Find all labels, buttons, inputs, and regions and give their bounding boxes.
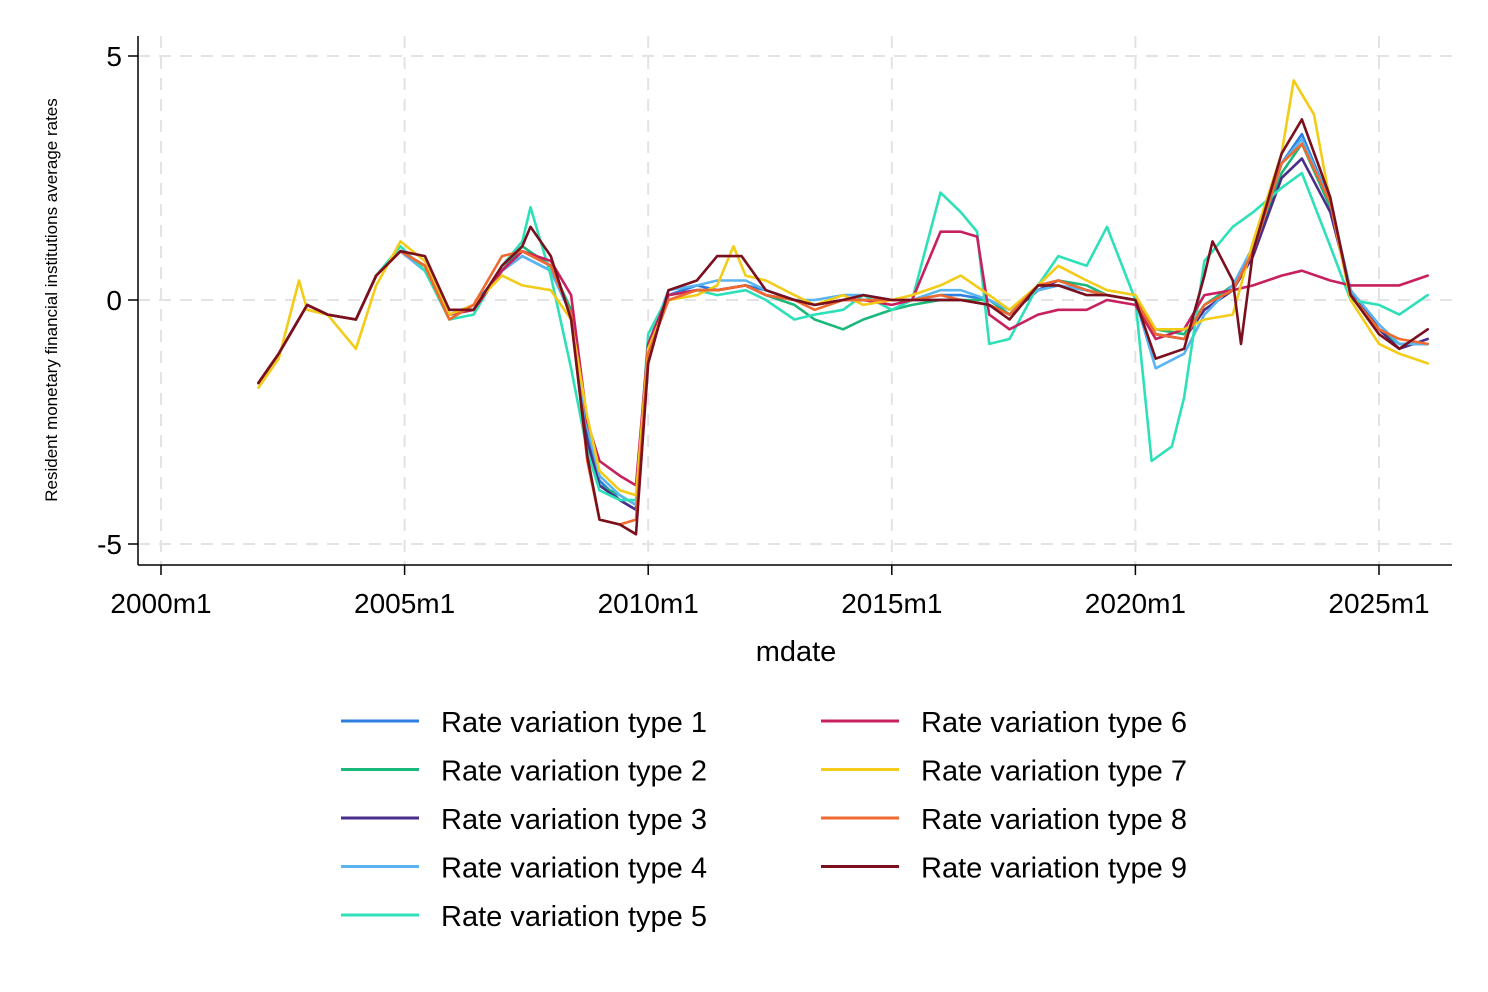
series-line-type-5 (257, 171, 1429, 502)
legend-item: Rate variation type 1 (341, 707, 707, 739)
legend: Rate variation type 1 Rate variation type… (341, 707, 1187, 933)
legend-label: Rate variation type 7 (921, 756, 1187, 788)
series-line-type-4 (257, 137, 1429, 507)
series-line-type-8 (257, 142, 1429, 526)
legend-item: Rate variation type 6 (821, 707, 1187, 739)
legend-item: Rate variation type 5 (341, 901, 707, 933)
legend-item: Rate variation type 7 (821, 756, 1187, 788)
x-tick-label: 2015m1 (841, 588, 942, 619)
legend-item: Rate variation type 8 (821, 804, 1187, 836)
legend-label: Rate variation type 2 (441, 756, 707, 788)
y-tick-label: 0 (106, 285, 122, 316)
x-tick-label: 2000m1 (110, 588, 211, 619)
legend-label: Rate variation type 4 (441, 853, 707, 885)
legend-label: Rate variation type 8 (921, 804, 1187, 836)
x-axis-title: mdate (756, 636, 837, 668)
legend-label: Rate variation type 9 (921, 853, 1187, 885)
legend-item: Rate variation type 3 (341, 804, 707, 836)
legend-item: Rate variation type 2 (341, 756, 707, 788)
legend-label: Rate variation type 3 (441, 804, 707, 836)
series-line-type-9 (257, 118, 1429, 536)
legend-label: Rate variation type 5 (441, 901, 707, 933)
ticks: -5 0 5 2000m1 2005m1 2010m1 2015m1 2020m1 2025m1 (97, 41, 1430, 619)
series-line-type-6 (257, 230, 1429, 487)
series-line-type-1 (257, 132, 1429, 512)
x-tick-label: 2005m1 (354, 588, 455, 619)
legend-label: Rate variation type 1 (441, 707, 707, 739)
x-tick-label: 2010m1 (598, 588, 699, 619)
legend-item: Rate variation type 4 (341, 853, 707, 885)
series-lines (257, 79, 1429, 536)
series-line-type-2 (257, 142, 1429, 507)
x-tick-label: 2020m1 (1085, 588, 1186, 619)
y-tick-label: 5 (106, 41, 122, 72)
grid (138, 36, 1452, 565)
x-tick-label: 2025m1 (1328, 588, 1429, 619)
y-tick-label: -5 (97, 529, 122, 560)
y-axis-title: Resident monetary financial institutions… (42, 98, 61, 502)
legend-item: Rate variation type 9 (821, 853, 1187, 885)
legend-label: Rate variation type 6 (921, 707, 1187, 739)
